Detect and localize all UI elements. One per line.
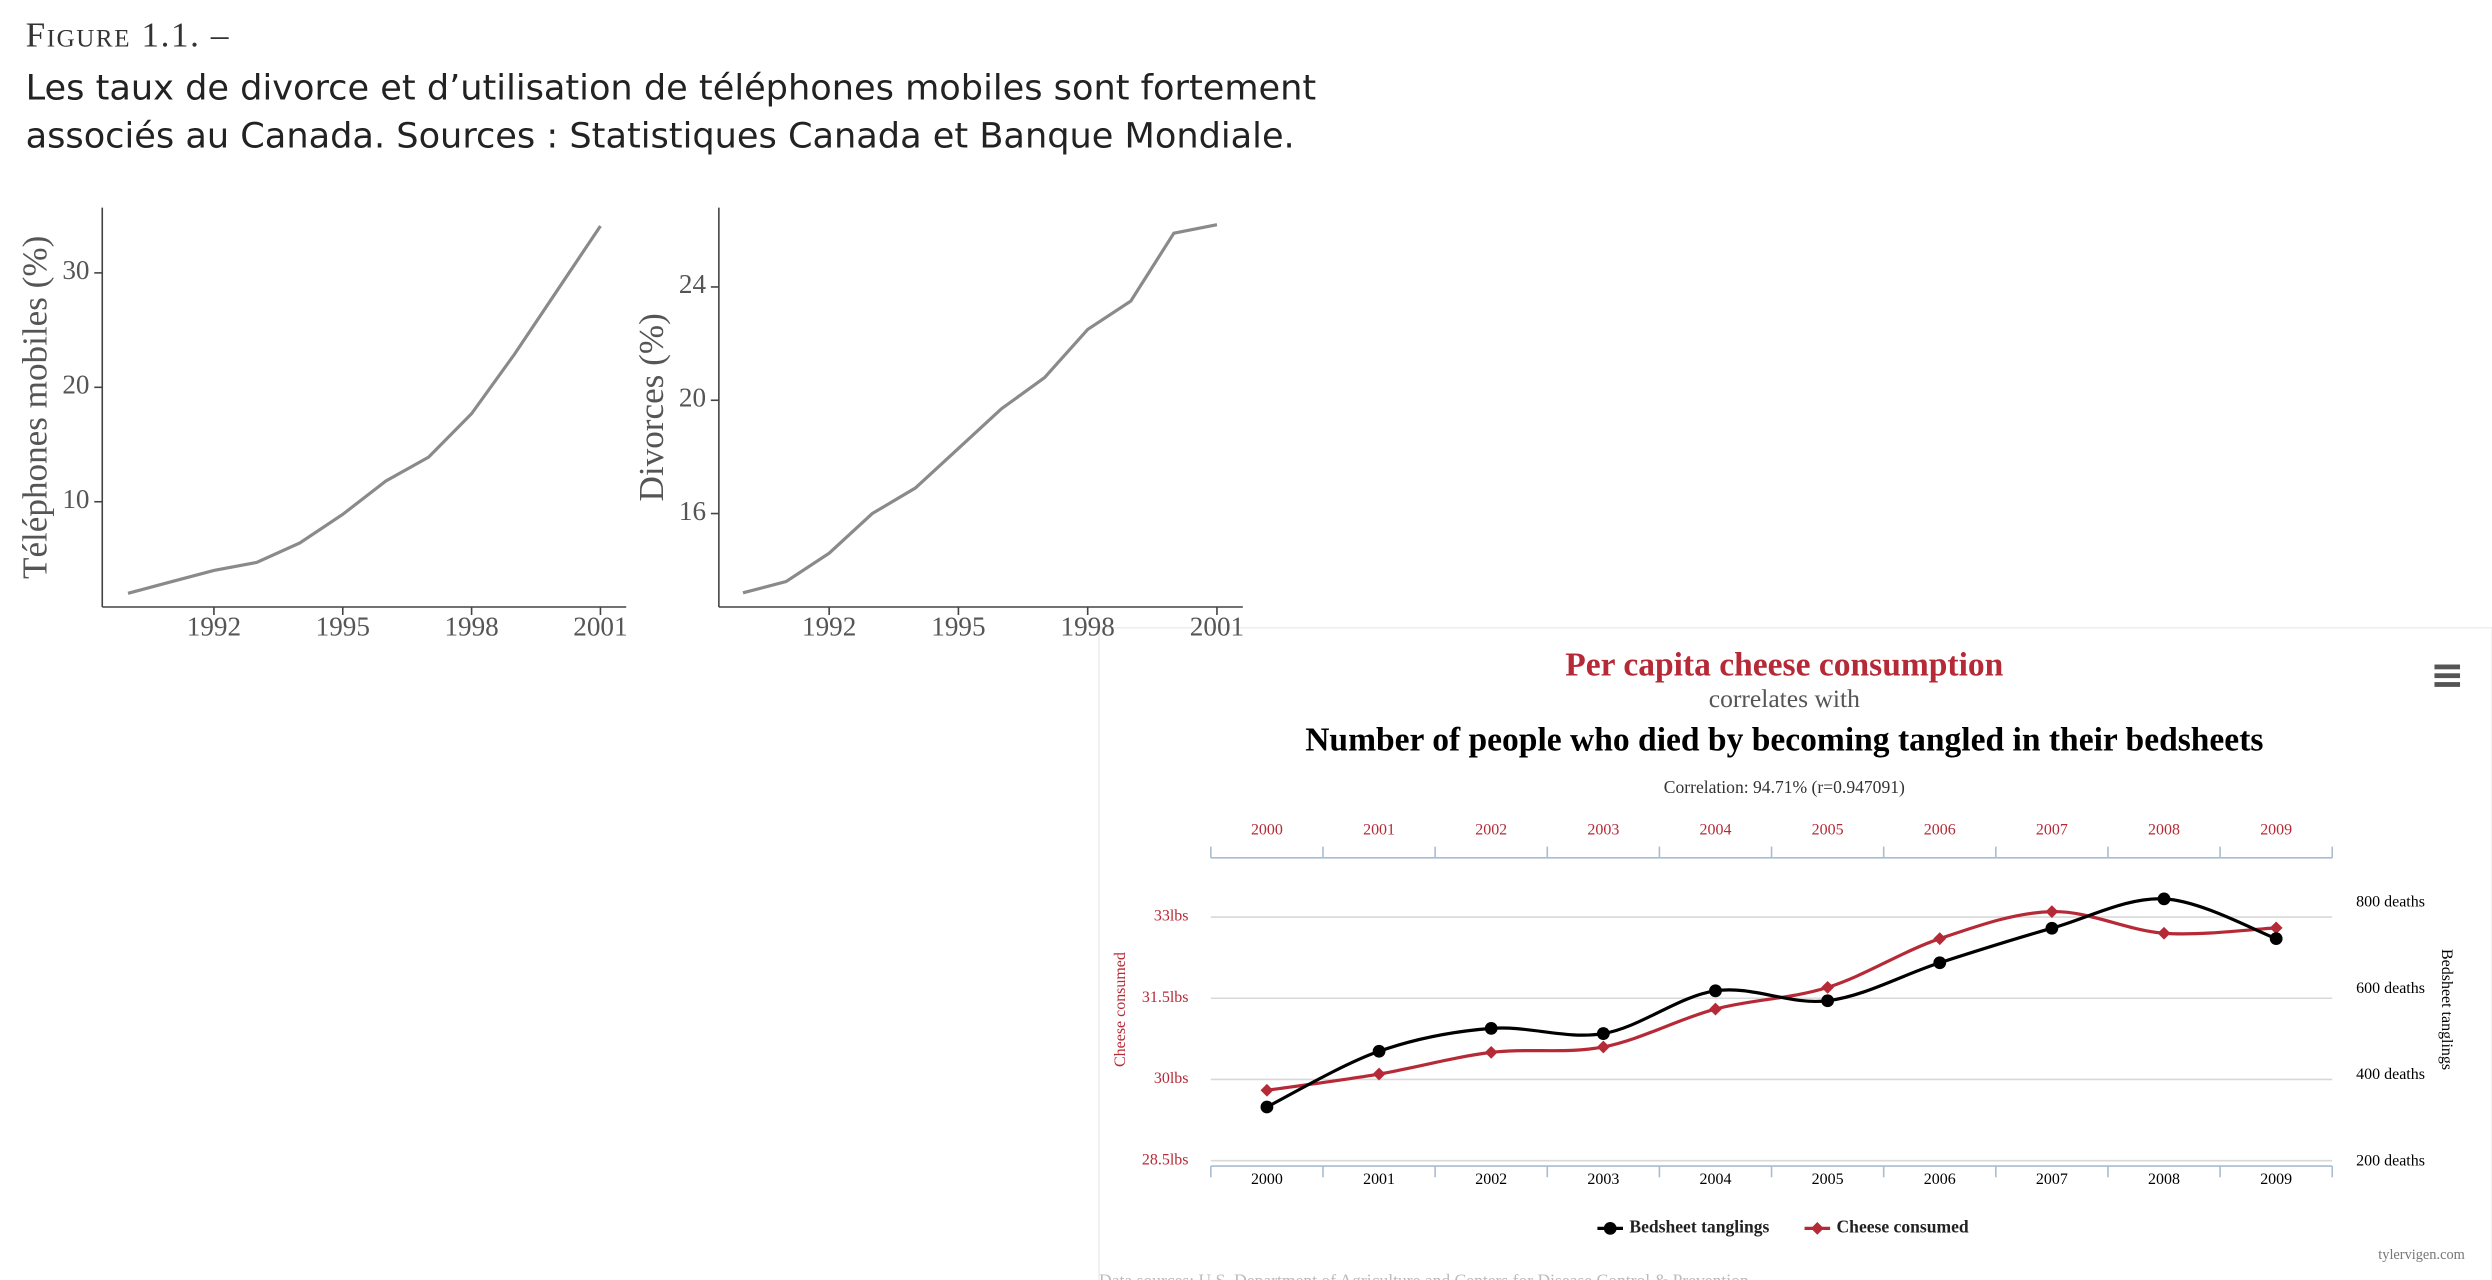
y-tick-label: 33lbs	[1154, 908, 1189, 925]
x-tick-label: 2001	[573, 612, 627, 642]
y-tick-label: 20	[679, 382, 706, 412]
data-point	[1484, 1046, 1498, 1059]
data-line	[127, 225, 602, 595]
x-tick-label: 1992	[187, 612, 241, 642]
data-point	[2157, 926, 2171, 940]
legend-label: Bedsheet tanglings	[1629, 1216, 1769, 1236]
y-tick-label: 28.5lbs	[1142, 1151, 1189, 1168]
x-tick-label: 2001	[1190, 612, 1244, 642]
x-top-label: 2007	[2036, 821, 2068, 838]
series-line	[1266, 897, 2277, 1109]
chart-subtitle: correlates with	[1709, 684, 1860, 713]
legend-item[interactable]: Cheese consumed	[1804, 1216, 1969, 1236]
x-tick-label: 2006	[1924, 1171, 1956, 1188]
x-top-label: 2006	[1924, 821, 1956, 838]
data-point	[1260, 1083, 1274, 1097]
x-tick-label: 2004	[1700, 1171, 1732, 1188]
credit: tylervigen.com	[2378, 1247, 2465, 1263]
x-tick-label: 2009	[2260, 1171, 2292, 1188]
data-point	[1372, 1044, 1386, 1058]
x-top-label: 2004	[1700, 821, 1732, 838]
chart-panel	[1098, 626, 2492, 1280]
data-point	[2269, 932, 2283, 945]
annotation: Correlation: 94.71% (r=0.947091)	[1664, 777, 1905, 797]
x-tick-label: 1992	[802, 612, 856, 642]
y-tick-label: 31.5lbs	[1142, 989, 1189, 1006]
x-top-label: 2000	[1251, 821, 1283, 838]
data-point	[2269, 921, 2283, 935]
x-tick-label: 1998	[444, 612, 498, 642]
data-point	[2045, 905, 2059, 918]
x-tick-label: 2003	[1587, 1171, 1619, 1188]
data-line	[742, 223, 1218, 595]
x-top-label: 2003	[1587, 821, 1619, 838]
x-tick-label: 2001	[1363, 1171, 1395, 1188]
chart-title-2: Number of people who died by becoming ta…	[1305, 721, 2263, 758]
data-point	[1933, 932, 1947, 946]
series-line	[1266, 910, 2277, 1092]
data-point	[1596, 1040, 1610, 1054]
menu-bar	[2434, 664, 2461, 670]
source: Data sources: U.S. Department of Agricul…	[1099, 1271, 1749, 1280]
data-point	[1709, 984, 1722, 998]
x-top-label: 2005	[1812, 821, 1844, 838]
y2-tick-label: 400 deaths	[2356, 1066, 2425, 1083]
x-tick-label: 2008	[2148, 1171, 2180, 1188]
x-tick-label: 1998	[1061, 612, 1115, 642]
y-tick-label: 10	[62, 484, 89, 514]
x-top-label: 2001	[1363, 821, 1395, 838]
data-point	[1821, 994, 1835, 1008]
data-point	[1933, 956, 1947, 970]
x-top-label: 2008	[2148, 821, 2180, 838]
data-point	[1821, 981, 1835, 994]
x-top-label: 2002	[1475, 821, 1507, 838]
caption-line: Les taux de divorce et d’utilisation de …	[26, 67, 1317, 108]
y-axis-title: Téléphones mobiles (%)	[15, 236, 54, 579]
y-tick-label: 30	[62, 255, 89, 285]
y2-tick-label: 800 deaths	[2356, 893, 2425, 910]
data-point	[2045, 921, 2059, 935]
y-axis-title: Cheese consumed	[1112, 952, 1129, 1067]
x-tick-label: 2000	[1251, 1171, 1283, 1188]
data-point	[1709, 1002, 1722, 1016]
menu-bar	[2434, 682, 2461, 687]
x-tick-label: 2007	[2036, 1171, 2068, 1188]
y-tick-label: 24	[679, 269, 707, 299]
x-top-label: 2009	[2260, 821, 2292, 838]
legend-item[interactable]: Bedsheet tanglings	[1597, 1216, 1770, 1236]
legend-marker	[1603, 1222, 1617, 1235]
data-point	[1484, 1021, 1498, 1035]
legend-marker	[1810, 1222, 1824, 1235]
x-tick-label: 1995	[931, 612, 985, 642]
data-point	[2157, 892, 2171, 906]
y-tick-label: 20	[62, 370, 89, 400]
legend-label: Cheese consumed	[1836, 1216, 1968, 1236]
y2-tick-label: 200 deaths	[2356, 1152, 2425, 1169]
y-axis-title: Divorces (%)	[632, 313, 671, 501]
data-point	[1260, 1100, 1274, 1114]
x-tick-label: 1995	[316, 612, 370, 642]
menu-button[interactable]	[2434, 664, 2461, 687]
chart-title: Per capita cheese consumption	[1565, 646, 2003, 683]
y2-axis-title: Bedsheet tanglings	[2438, 949, 2455, 1070]
y-tick-label: 16	[679, 496, 706, 526]
data-point	[1596, 1027, 1610, 1040]
y-tick-label: 30lbs	[1154, 1070, 1189, 1087]
y2-tick-label: 600 deaths	[2356, 980, 2425, 997]
x-tick-label: 2005	[1812, 1171, 1844, 1188]
data-point	[1372, 1067, 1386, 1081]
x-tick-label: 2002	[1475, 1171, 1507, 1188]
caption-line: associés au Canada. Sources : Statistiqu…	[26, 115, 1295, 156]
figure-label: Figure 1.1. –	[26, 15, 230, 54]
menu-bar	[2434, 673, 2461, 679]
